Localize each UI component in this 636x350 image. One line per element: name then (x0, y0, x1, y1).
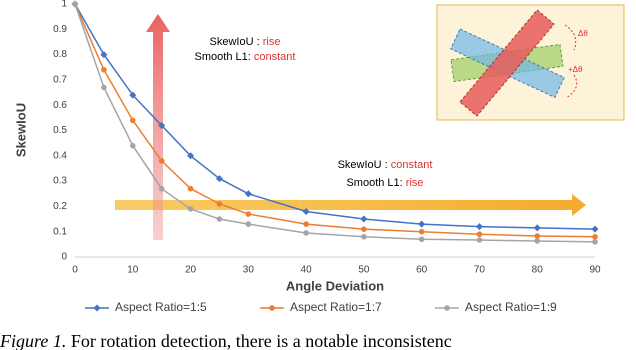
y-tick-label: 0.3 (53, 176, 67, 187)
marker (187, 206, 194, 212)
legend-marker (444, 305, 450, 311)
vertical-arrow (146, 14, 170, 240)
x-tick-label: 80 (532, 265, 544, 276)
annotation-label: SkewIoU : (338, 159, 388, 171)
marker (418, 228, 425, 235)
marker (187, 185, 194, 192)
marker (418, 220, 426, 228)
arc (565, 74, 578, 99)
annotation-state: constant (391, 159, 433, 171)
marker (360, 215, 368, 223)
marker (534, 233, 541, 239)
legend-label: Aspect Ratio=1:7 (290, 300, 382, 314)
marker (129, 91, 137, 99)
marker (129, 142, 136, 149)
inset-label: Δθ (578, 29, 588, 38)
x-tick-label: 30 (243, 265, 255, 276)
marker (361, 233, 367, 240)
annotation-label: SkewIoU : (210, 36, 260, 48)
box-red (459, 9, 555, 117)
legend-marker (269, 305, 275, 311)
caption-label: Figure 1. (0, 331, 66, 350)
legend-label: Aspect Ratio=1:5 (115, 300, 207, 314)
annotation: Smooth L1: rise (346, 177, 423, 189)
annotation-state: rise (406, 177, 424, 189)
annotation-state: constant (254, 51, 296, 63)
marker (100, 51, 108, 59)
y-tick-label: 0.6 (53, 100, 67, 111)
marker (303, 230, 309, 236)
x-tick-label: 10 (127, 265, 139, 276)
marker (187, 152, 195, 160)
y-tick-label: 0 (61, 252, 67, 263)
inset-diagram: Δθ +Δθ (436, 4, 625, 121)
marker (158, 158, 165, 164)
legend-marker (93, 304, 101, 312)
marker (592, 239, 598, 245)
y-tick-label: 0.5 (53, 125, 67, 136)
marker (158, 185, 165, 192)
x-tick-label: 20 (185, 265, 197, 276)
legend-label: Aspect Ratio=1:9 (465, 300, 557, 314)
marker (215, 175, 223, 183)
y-tick-label: 0.4 (53, 150, 67, 161)
marker (129, 117, 136, 124)
y-tick-label: 1 (61, 0, 67, 10)
marker (475, 223, 483, 231)
marker (216, 216, 223, 222)
marker (534, 238, 541, 244)
y-tick-label: 0.7 (53, 75, 67, 86)
inset-label: +Δθ (568, 65, 583, 74)
y-tick-label: 0.9 (53, 24, 67, 35)
marker (158, 121, 166, 129)
x-tick-label: 90 (589, 265, 601, 276)
horizontal-arrow (115, 194, 586, 216)
series (71, 0, 599, 233)
marker (245, 221, 252, 227)
x-tick-label: 40 (301, 265, 313, 276)
marker (533, 224, 541, 232)
marker (361, 226, 367, 232)
series (72, 1, 598, 245)
annotation: SkewIoU : constant (338, 159, 433, 171)
annotation-label: Smooth L1: (195, 51, 251, 63)
caption-text: For rotation detection, there is a notab… (71, 331, 452, 350)
annotation-label: Smooth L1: (346, 177, 402, 189)
annotation: Smooth L1: constant (195, 51, 296, 63)
marker (101, 66, 107, 73)
marker (418, 236, 425, 243)
marker (216, 201, 223, 207)
marker (244, 190, 252, 198)
marker (591, 225, 599, 233)
marker (101, 84, 107, 91)
x-tick-label: 60 (416, 265, 428, 276)
y-axis-label: SkewIoU (13, 103, 28, 157)
x-tick-label: 70 (474, 265, 486, 276)
y-tick-label: 0.8 (53, 49, 67, 60)
marker (302, 207, 310, 215)
y-tick-label: 0.1 (53, 226, 67, 237)
annotation-state: rise (263, 36, 281, 48)
annotation: SkewIoU : rise (210, 36, 281, 48)
caption: Figure 1. For rotation detection, there … (0, 331, 452, 350)
marker (303, 221, 309, 227)
x-tick-label: 0 (72, 265, 78, 276)
marker (592, 233, 598, 240)
marker (476, 231, 483, 238)
y-tick-label: 0.2 (53, 201, 67, 212)
marker (72, 1, 78, 7)
x-axis-label: Angle Deviation (286, 278, 384, 293)
x-tick-label: 50 (358, 265, 370, 276)
marker (245, 211, 252, 217)
marker (476, 237, 483, 243)
